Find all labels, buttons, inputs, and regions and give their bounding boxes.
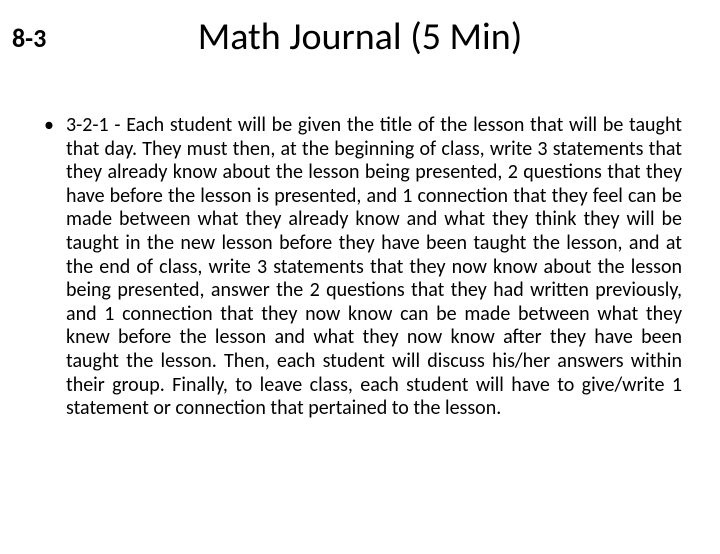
- slide-body: 3-2-1 - Each student will be given the t…: [38, 114, 682, 421]
- slide-title: Math Journal (5 Min): [80, 14, 640, 60]
- list-item: 3-2-1 - Each student will be given the t…: [38, 114, 682, 421]
- slide-number-label: 8-3: [12, 22, 46, 54]
- slide: 8-3 Math Journal (5 Min) 3-2-1 - Each st…: [0, 14, 720, 554]
- bullet-list: 3-2-1 - Each student will be given the t…: [38, 114, 682, 421]
